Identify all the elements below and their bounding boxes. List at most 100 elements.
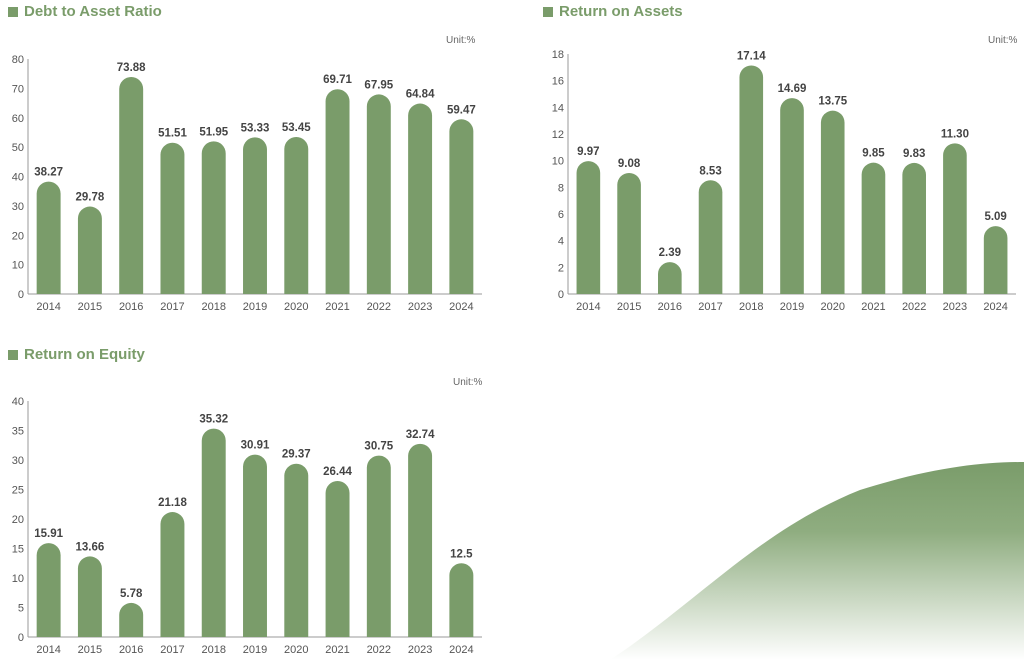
bar [820, 110, 845, 295]
bar [243, 137, 267, 294]
data-label: 51.95 [199, 126, 228, 138]
bar [201, 428, 226, 637]
bar [739, 65, 764, 294]
bar [658, 262, 682, 294]
x-tick-label: 2023 [408, 644, 432, 656]
y-tick-label: 10 [552, 156, 564, 168]
x-tick-label: 2018 [201, 301, 225, 313]
x-tick-label: 2014 [576, 301, 600, 313]
data-label: 9.97 [577, 146, 599, 158]
bar [284, 137, 309, 294]
x-tick-label: 2017 [160, 644, 184, 656]
data-label: 29.78 [76, 192, 105, 204]
debt-to-asset-chart: 0 10 20 30 40 50 60 70 80 38.27 2014 29.78 2015 73.88… [12, 54, 482, 313]
data-label: 35.32 [199, 414, 228, 426]
title-square-icon [8, 6, 18, 17]
bar [449, 563, 474, 637]
y-tick-label: 18 [552, 49, 564, 61]
data-label: 53.45 [282, 122, 311, 134]
y-tick-label: 0 [18, 289, 24, 301]
x-tick-label: 2022 [367, 644, 391, 656]
data-label: 69.71 [323, 74, 352, 86]
data-label: 29.37 [282, 449, 311, 461]
y-tick-label: 40 [12, 396, 24, 408]
x-tick-label: 2022 [367, 301, 391, 313]
x-tick-label: 2021 [861, 301, 885, 313]
bar [366, 455, 391, 637]
y-tick-label: 30 [12, 455, 24, 467]
y-tick-label: 5 [18, 603, 24, 615]
data-label: 15.91 [34, 528, 63, 540]
bar [780, 98, 804, 294]
data-label: 2.39 [659, 247, 681, 259]
y-tick-label: 60 [12, 113, 24, 125]
y-tick-label: 8 [558, 182, 564, 194]
data-label: 13.66 [76, 541, 105, 553]
bar [160, 142, 185, 294]
unit-label: Unit:% [446, 35, 476, 46]
y-tick-label: 70 [12, 83, 24, 95]
bar [408, 443, 433, 637]
data-label: 67.95 [364, 79, 393, 91]
y-tick-label: 35 [12, 426, 24, 438]
x-tick-label: 2016 [119, 301, 143, 313]
y-tick-label: 15 [12, 544, 24, 556]
bar [698, 180, 723, 294]
title-square-icon [543, 6, 553, 17]
y-tick-label: 0 [558, 289, 564, 301]
bar [325, 89, 350, 294]
bar [77, 206, 102, 294]
y-tick-label: 10 [12, 573, 24, 585]
return-on-equity-title: Return on Equity [24, 346, 145, 363]
x-tick-label: 2021 [325, 301, 349, 313]
x-tick-label: 2017 [698, 301, 722, 313]
x-tick-label: 2023 [408, 301, 432, 313]
bar [408, 103, 433, 294]
x-tick-label: 2024 [449, 644, 473, 656]
unit-label: Unit:% [453, 377, 483, 388]
bar [119, 602, 144, 637]
data-label: 9.85 [862, 148, 885, 160]
data-label: 64.84 [406, 89, 435, 101]
data-label: 5.78 [120, 588, 143, 600]
x-tick-label: 2018 [201, 644, 225, 656]
bar [366, 94, 391, 294]
unit-label: Unit:% [988, 35, 1018, 46]
data-label: 21.18 [158, 497, 187, 509]
y-tick-label: 12 [552, 129, 564, 141]
chart-title: Return on Assets [543, 3, 683, 20]
bar [201, 141, 226, 294]
data-label: 32.74 [406, 429, 435, 441]
y-tick-label: 14 [552, 102, 564, 114]
y-tick-label: 80 [12, 54, 24, 66]
x-tick-label: 2019 [780, 301, 804, 313]
x-tick-label: 2017 [160, 301, 184, 313]
data-label: 26.44 [323, 466, 352, 478]
y-tick-label: 2 [558, 262, 564, 274]
y-tick-label: 4 [558, 236, 564, 248]
data-label: 5.09 [984, 211, 1006, 223]
bar [576, 161, 601, 294]
y-tick-label: 20 [12, 514, 24, 526]
data-label: 11.30 [941, 128, 969, 140]
x-tick-label: 2014 [36, 644, 60, 656]
x-tick-label: 2020 [820, 301, 844, 313]
chart-title: Return on Equity [8, 346, 145, 363]
data-label: 14.69 [778, 83, 807, 95]
x-tick-label: 2015 [78, 301, 102, 313]
y-tick-label: 25 [12, 485, 24, 497]
x-tick-label: 2019 [243, 301, 267, 313]
bar [36, 181, 61, 294]
bar [861, 162, 886, 294]
y-tick-label: 16 [552, 76, 564, 88]
bar [36, 543, 61, 637]
y-tick-label: 0 [18, 632, 24, 644]
bar [449, 119, 474, 294]
x-tick-label: 2020 [284, 644, 308, 656]
data-label: 30.75 [364, 441, 393, 453]
x-tick-label: 2019 [243, 644, 267, 656]
bar [983, 226, 1008, 294]
data-label: 9.83 [903, 148, 925, 160]
chart-title: Debt to Asset Ratio [8, 3, 162, 20]
